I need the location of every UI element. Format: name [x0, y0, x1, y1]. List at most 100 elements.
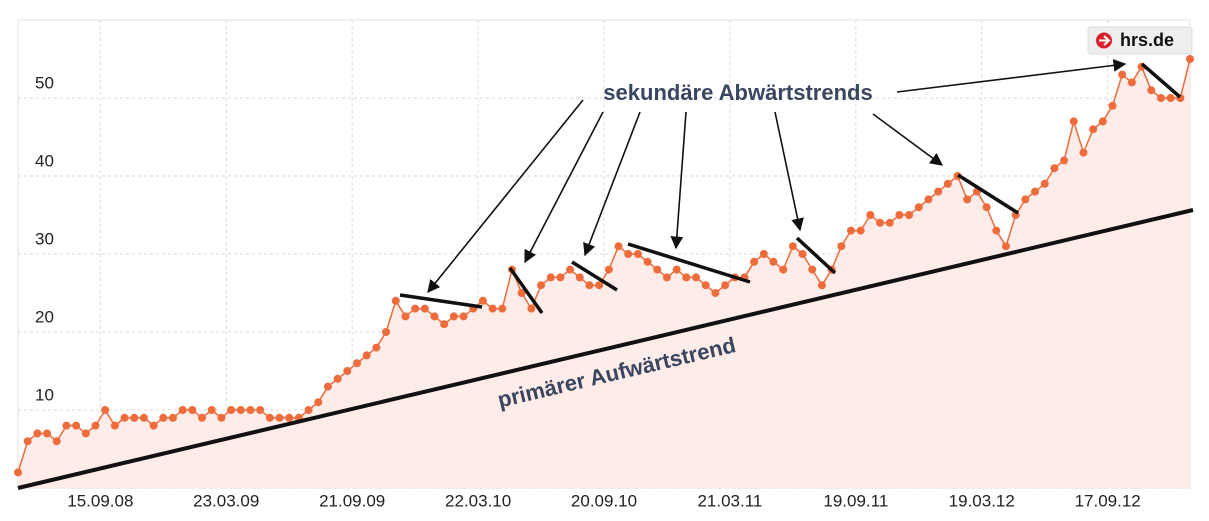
point: [372, 343, 381, 352]
y-tick-label: 10: [35, 385, 54, 404]
point: [52, 437, 61, 446]
point: [779, 265, 788, 274]
area: [18, 59, 1190, 488]
point: [401, 312, 410, 321]
trend-line: [399, 293, 483, 309]
point: [885, 218, 894, 227]
x-tick-label: 19.09.11: [823, 491, 888, 510]
point: [43, 429, 52, 438]
point: [721, 281, 730, 290]
x-tick-label: 21.09.09: [319, 491, 385, 510]
point: [517, 289, 526, 297]
trend-line: [627, 242, 751, 284]
point: [604, 265, 613, 274]
arrow: [524, 111, 604, 264]
point: [556, 273, 565, 282]
arrow: [774, 111, 804, 232]
point: [1147, 86, 1156, 95]
point: [314, 398, 323, 407]
point: [769, 257, 778, 266]
point: [924, 195, 933, 204]
annotation-arrows: [427, 59, 1127, 293]
point: [1069, 117, 1078, 126]
point: [81, 429, 90, 438]
point: [323, 382, 332, 391]
y-tick-label: 40: [35, 151, 54, 170]
point: [1118, 70, 1127, 79]
point: [1098, 117, 1107, 126]
point: [236, 406, 245, 414]
point: [643, 257, 652, 266]
point: [198, 413, 207, 422]
point: [1108, 101, 1117, 110]
y-tick-label: 50: [35, 73, 54, 92]
point: [672, 265, 681, 274]
y-tick-label: 30: [35, 229, 54, 248]
point: [1156, 94, 1165, 102]
point: [914, 203, 923, 212]
point: [149, 421, 158, 430]
point: [478, 296, 487, 305]
point: [246, 406, 255, 414]
badge-box: [1087, 26, 1193, 55]
point: [256, 406, 265, 414]
point: [614, 242, 623, 251]
arrow: [583, 111, 641, 257]
point: [362, 351, 371, 360]
trend-line: [957, 173, 1019, 215]
x-tick-label: 21.03.11: [697, 491, 762, 510]
point: [498, 304, 507, 313]
point: [662, 273, 671, 282]
point: [856, 226, 865, 235]
x-tick-label: 20.09.10: [571, 491, 637, 510]
point: [1050, 164, 1059, 173]
point: [750, 257, 759, 266]
point: [701, 281, 710, 290]
trend-line: [1140, 62, 1182, 99]
point: [420, 304, 429, 313]
point: [168, 413, 177, 422]
trend-line: [795, 236, 837, 275]
trend-line: [508, 266, 544, 315]
arrow: [427, 99, 584, 293]
point: [101, 406, 110, 414]
point: [430, 312, 439, 321]
point: [120, 413, 129, 422]
point: [566, 265, 575, 274]
point: [91, 421, 100, 430]
point: [130, 413, 139, 422]
x-tick-label: 15.09.08: [67, 491, 133, 510]
secondary-trend-lines: [399, 62, 1182, 315]
point: [1166, 94, 1175, 102]
point: [23, 437, 32, 446]
point: [633, 250, 642, 258]
point: [595, 281, 604, 290]
point: [1040, 179, 1049, 188]
point: [1001, 242, 1010, 251]
point: [963, 195, 972, 204]
point: [411, 304, 420, 313]
point: [285, 413, 294, 422]
point: [391, 296, 400, 305]
trend-line: [571, 260, 618, 292]
point: [624, 250, 633, 258]
point: [575, 273, 584, 282]
point: [585, 281, 594, 290]
point: [110, 421, 119, 430]
badge: hrs.de: [1087, 26, 1193, 55]
x-tick-label: 22.03.10: [445, 491, 511, 510]
point: [788, 242, 797, 251]
x-tick-label: 17.09.12: [1075, 491, 1141, 510]
point: [895, 211, 904, 219]
point: [1031, 187, 1040, 196]
point: [759, 250, 768, 258]
arrow: [670, 111, 687, 250]
point: [934, 187, 943, 196]
point: [1089, 125, 1098, 134]
point: [227, 406, 236, 414]
point: [905, 211, 914, 219]
point: [1127, 78, 1136, 87]
point: [653, 265, 662, 274]
point: [72, 421, 81, 430]
